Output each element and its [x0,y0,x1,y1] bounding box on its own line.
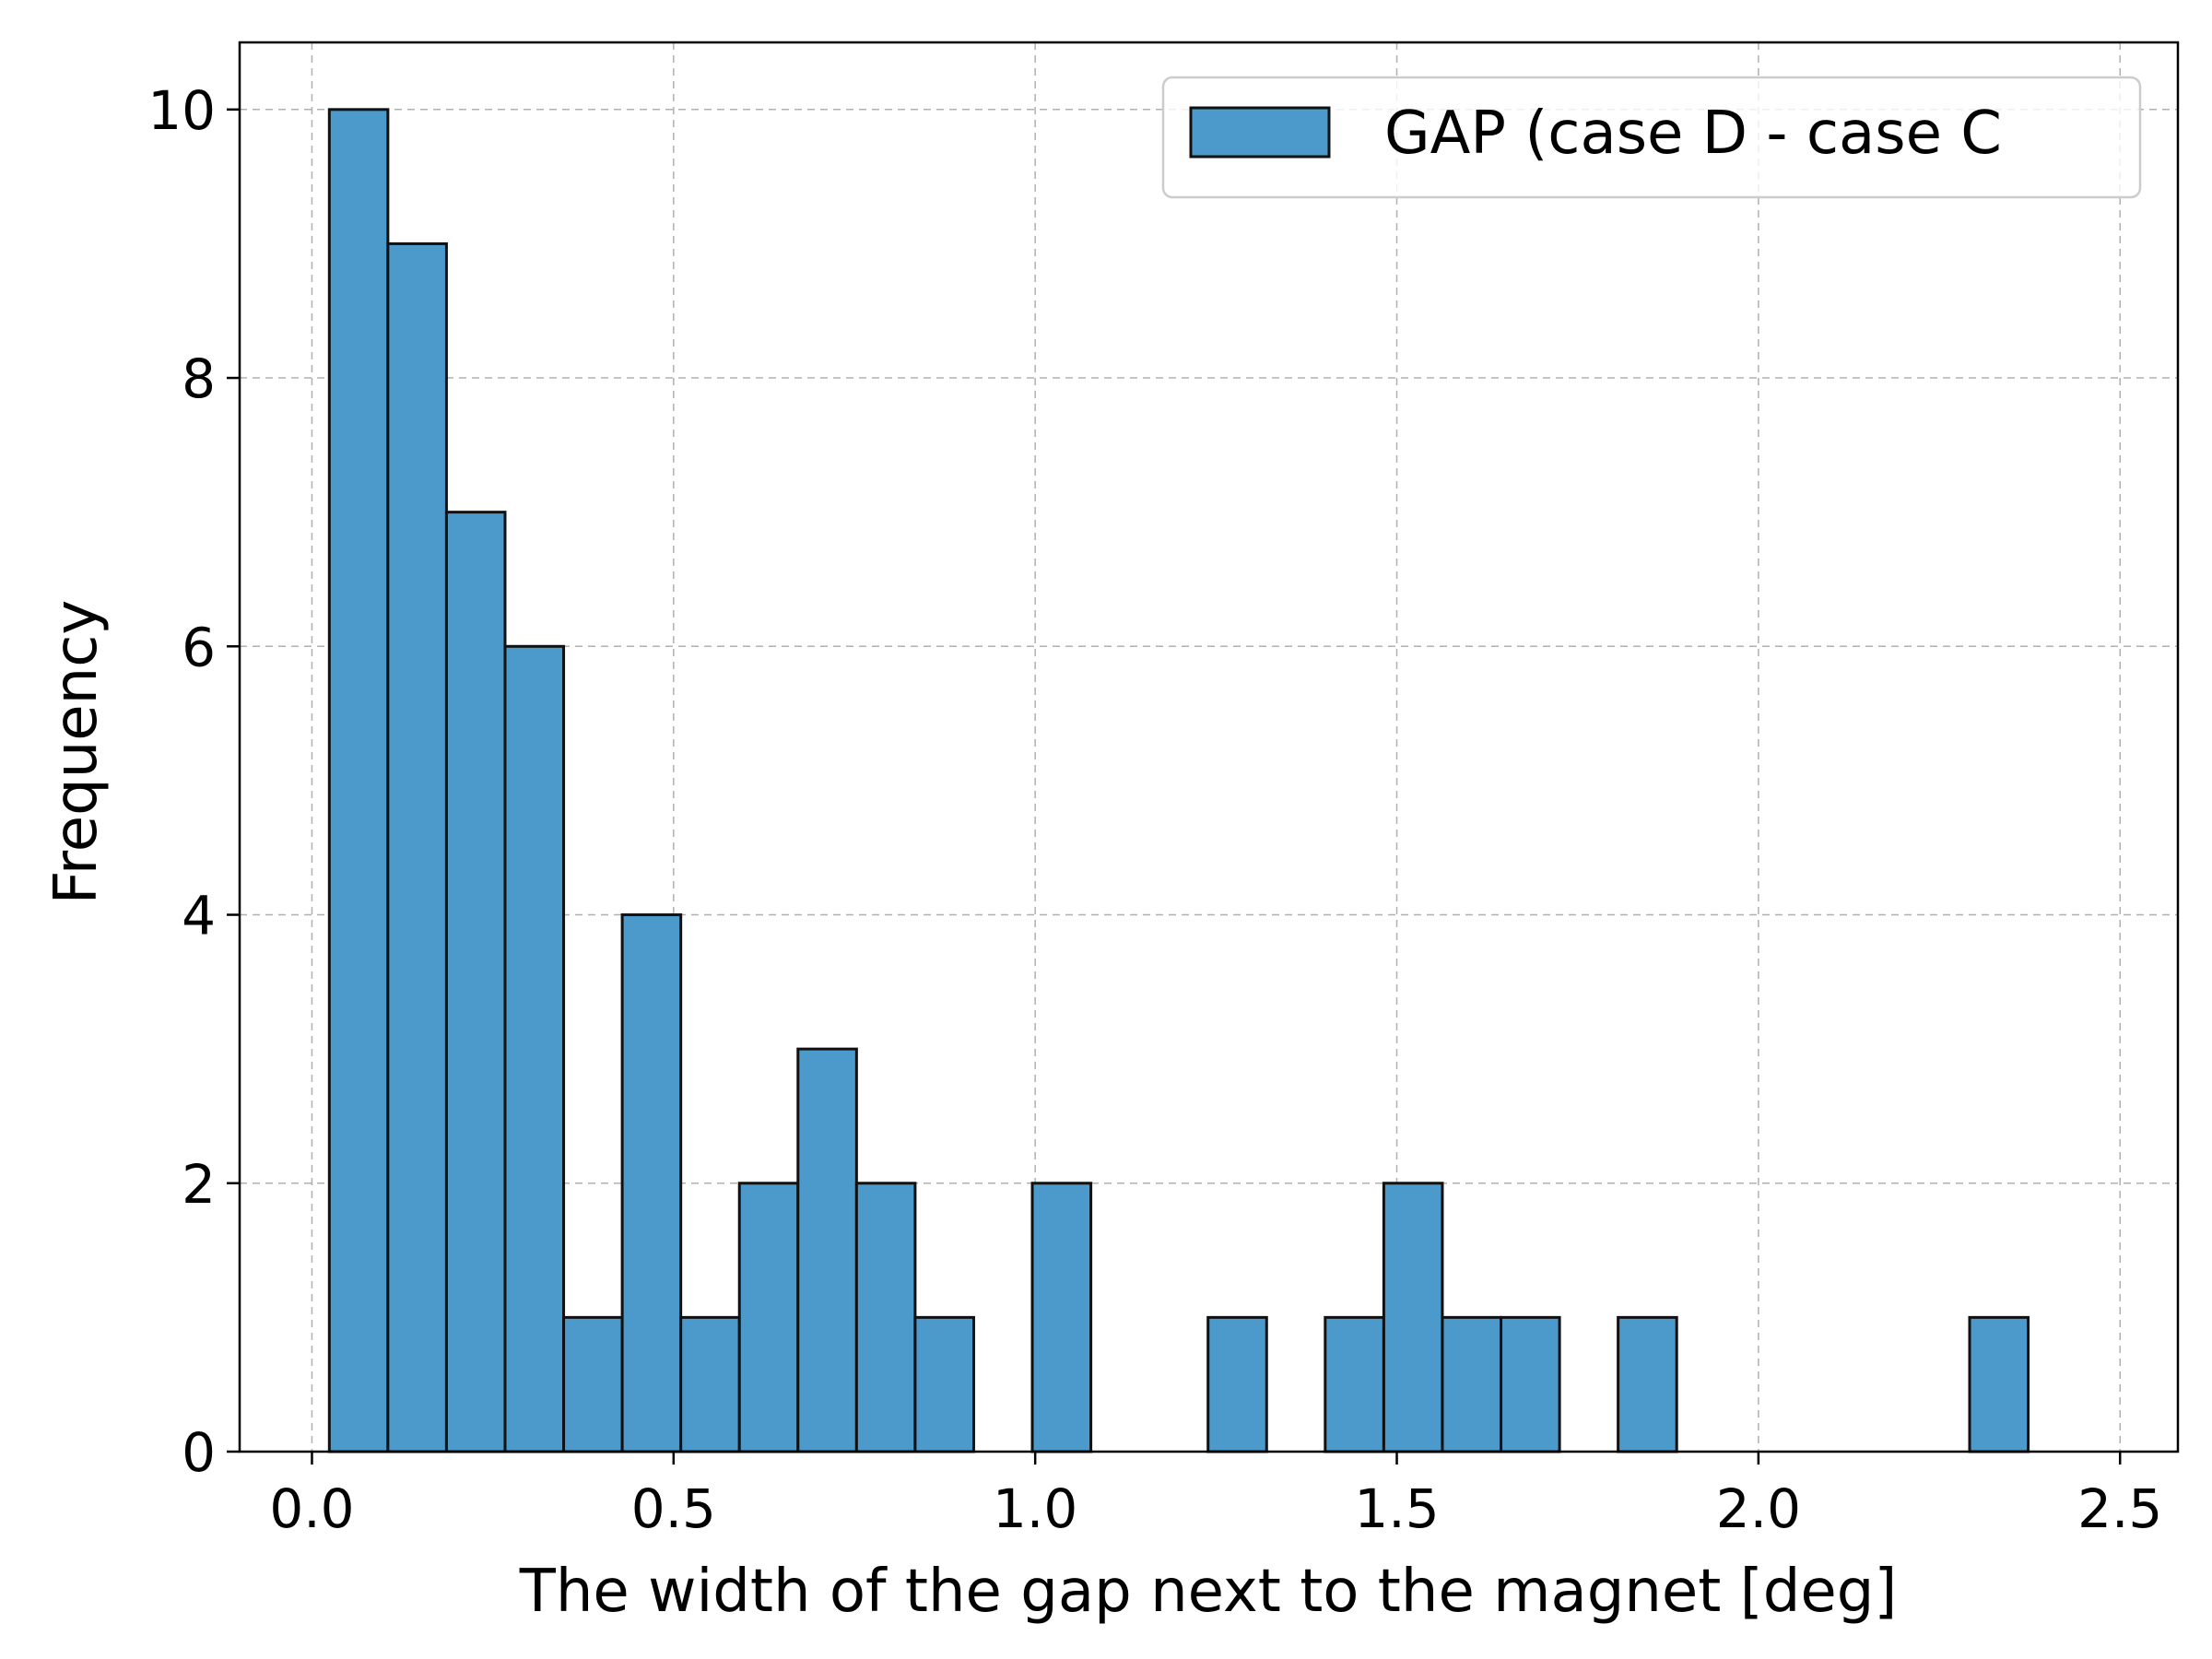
histogram-bar [679,1315,741,1453]
histogram-bar [503,644,566,1453]
x-tick-label: 2.5 [2077,1477,2162,1540]
legend-label: GAP (case D - case C [1384,100,2002,168]
y-axis-label: Frequency [42,600,111,905]
y-tick-label: 10 [147,79,216,142]
plot-frame [238,41,2180,1453]
histogram-bar [562,1315,624,1453]
histogram-bar [386,241,448,1453]
histogram-bar [620,913,683,1453]
histogram-bar [327,108,390,1453]
histogram-bar [1206,1315,1268,1453]
histogram-bar [444,511,507,1453]
y-tick-label: 0 [182,1421,216,1484]
y-tick-label: 4 [182,885,216,947]
histogram-bar [1324,1315,1385,1453]
x-axis-label: The width of the gap next to the magnet … [519,1558,1898,1626]
histogram-bar [1500,1315,1561,1453]
histogram-bar [1030,1182,1093,1453]
legend-swatch [1189,106,1331,159]
y-tick-label: 8 [182,347,216,410]
histogram-bar [1441,1315,1503,1453]
y-tick-label: 2 [182,1153,216,1216]
x-tick-label: 2.0 [1716,1477,1801,1540]
x-tick-label: 1.5 [1354,1477,1439,1540]
x-tick-label: 0.5 [631,1477,716,1540]
histogram-bar [1617,1315,1678,1453]
histogram-bar [1382,1182,1444,1453]
histogram-bar [854,1182,917,1453]
histogram-bar [737,1182,800,1453]
histogram-bar [1968,1315,2030,1453]
histogram-bars [327,108,2030,1453]
y-tick-label: 6 [182,616,216,678]
legend-box [1161,76,2142,199]
legend: GAP (case D - case C [1161,76,2142,199]
x-tick-label: 1.0 [993,1477,1077,1540]
histogram-bar [913,1315,975,1453]
y-axis-ticks: 0 2 4 6 8 10 [147,79,240,1484]
x-axis-ticks: 0.0 0.5 1.0 1.5 2.0 2.5 [269,1452,2162,1540]
histogram-bar [796,1047,858,1453]
x-tick-label: 0.0 [269,1477,354,1540]
